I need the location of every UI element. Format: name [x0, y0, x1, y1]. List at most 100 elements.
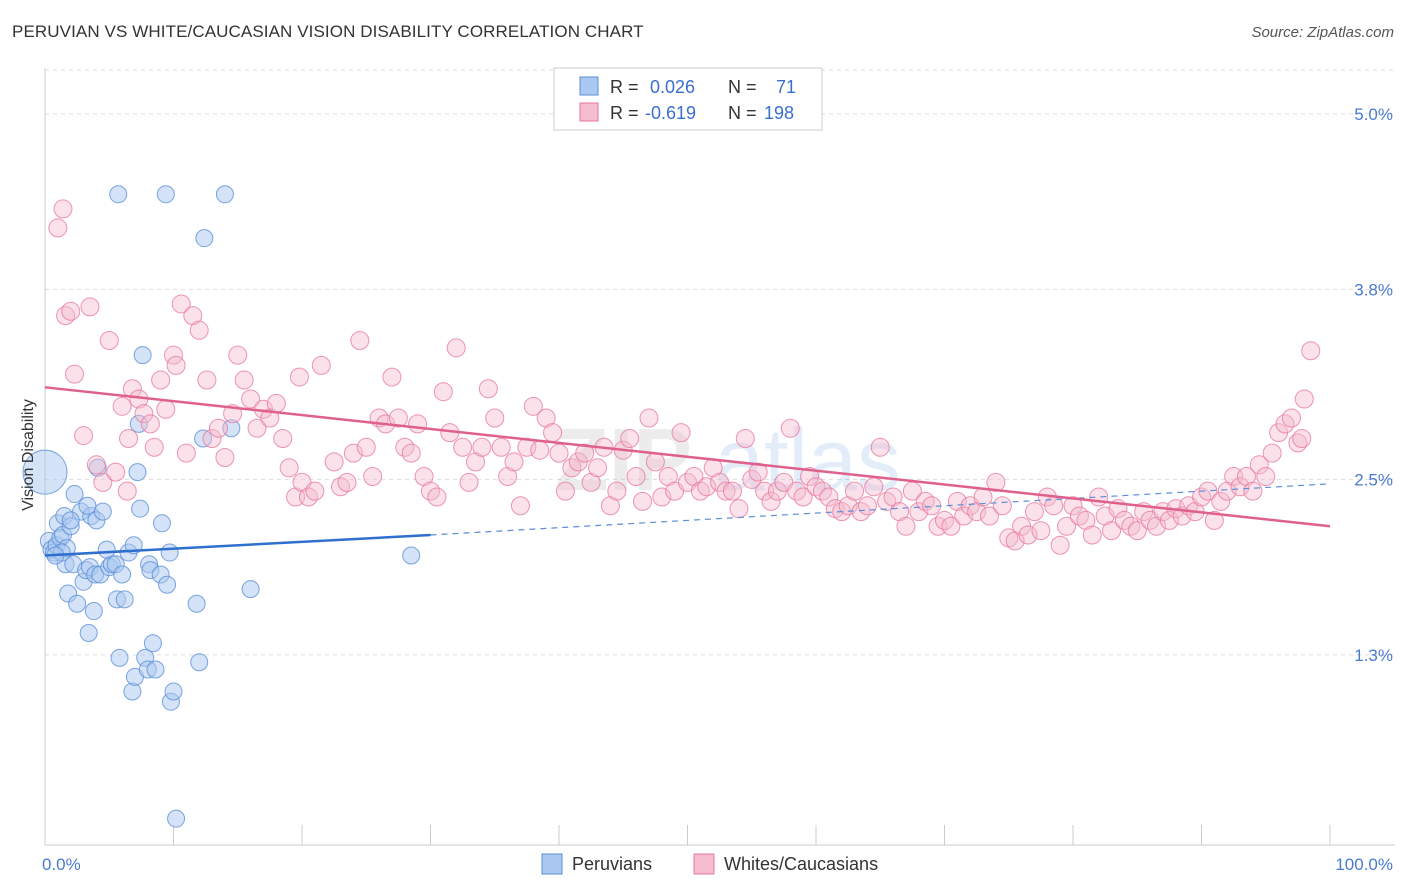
whites-point: [343, 443, 363, 463]
whites-point: [780, 418, 800, 438]
legend-r-value-2: -0.619: [645, 103, 696, 123]
whites-point: [954, 506, 974, 526]
whites-point: [1243, 481, 1263, 501]
whites-point: [337, 472, 357, 492]
whites-point: [1281, 408, 1301, 428]
whites-point: [478, 379, 498, 399]
whites-point: [1211, 491, 1231, 511]
whites-point: [1024, 502, 1044, 522]
whites-point: [202, 428, 222, 448]
peruvians-point: [115, 590, 134, 609]
x-tick-label-1: 100.0%: [1335, 855, 1393, 874]
legend-n-label-1: N =: [728, 77, 757, 97]
legend-r-label-2: R =: [610, 103, 639, 123]
whites-point: [144, 437, 164, 457]
whites-point: [671, 423, 691, 443]
peruvians-point: [160, 543, 179, 562]
whites-point: [1249, 455, 1269, 475]
peruvians-point: [79, 623, 98, 642]
whites-point: [408, 414, 428, 434]
whites-point: [134, 404, 154, 424]
whites-point: [485, 408, 505, 428]
peruvians-point: [187, 594, 206, 613]
peruvians-point: [156, 185, 175, 204]
bottom-legend-swatch-blue: [541, 853, 563, 875]
whites-point: [472, 437, 492, 457]
whites-point: [543, 423, 563, 443]
whites-point: [65, 364, 85, 384]
whites-point: [228, 345, 248, 365]
whites-point: [1031, 521, 1051, 541]
peruvians-point: [222, 419, 241, 438]
peruvians-point: [65, 485, 84, 504]
whites-point: [305, 481, 325, 501]
whites-point: [722, 481, 742, 501]
whites-point: [800, 467, 820, 487]
whites-point: [117, 481, 137, 501]
whites-point: [652, 487, 672, 507]
whites-point: [1256, 467, 1276, 487]
peruvians-point: [129, 414, 148, 433]
peruvians-point: [402, 546, 421, 565]
whites-point: [504, 452, 524, 472]
whites-point: [151, 370, 171, 390]
whites-point: [427, 487, 447, 507]
peruvians-point: [146, 660, 165, 679]
whites-point: [189, 320, 209, 340]
peruvians-point: [195, 229, 214, 248]
whites-point: [523, 396, 543, 416]
legend-n-label-2: N =: [728, 103, 757, 123]
whites-point: [607, 481, 627, 501]
whites-point: [549, 443, 569, 463]
whites-trend-line: [44, 386, 1331, 528]
whites-point: [1057, 516, 1077, 536]
whites-point: [992, 496, 1012, 516]
whites-point: [74, 426, 94, 446]
whites-point: [1159, 510, 1179, 530]
whites-point: [247, 418, 267, 438]
whites-point: [1018, 525, 1038, 545]
whites-point: [119, 428, 139, 448]
tick-labels: 1.3% 2.5% 3.8% 5.0% 0.0% 100.0%: [42, 105, 1393, 874]
whites-point: [1050, 535, 1070, 555]
y-tick-label-0: 1.3%: [1354, 646, 1393, 665]
whites-point: [112, 396, 132, 416]
whites-point: [289, 367, 309, 387]
peruvians-point: [97, 540, 116, 559]
whites-point: [453, 437, 473, 457]
whites-points: [48, 199, 1321, 555]
whites-point: [1127, 521, 1147, 541]
peruvians-point: [143, 634, 162, 653]
peruvians-point: [109, 185, 128, 204]
whites-point: [241, 389, 261, 409]
legend-box: R = 0.026 N = 71 R = -0.619 N = 198: [553, 67, 823, 131]
whites-point: [819, 487, 839, 507]
whites-point: [896, 516, 916, 536]
peruvians-point: [128, 463, 147, 482]
whites-point: [742, 469, 762, 489]
whites-point: [215, 448, 235, 467]
whites-point: [166, 355, 186, 375]
peruvians-point: [131, 499, 150, 518]
whites-point: [1082, 525, 1102, 545]
whites-point: [870, 437, 890, 457]
whites-point: [620, 428, 640, 448]
whites-point: [1294, 389, 1314, 409]
whites-point: [197, 370, 217, 390]
whites-point: [626, 467, 646, 487]
whites-point: [1262, 443, 1282, 463]
whites-point: [857, 496, 877, 516]
peruvians-point: [123, 682, 142, 701]
chart-title: PERUVIAN VS WHITE/CAUCASIAN VISION DISAB…: [12, 22, 644, 41]
whites-point: [433, 382, 453, 402]
peruvians-trend-extension: [430, 483, 1331, 536]
bottom-legend-peruvians: Peruvians: [572, 854, 652, 874]
bottom-legend: Peruvians Whites/Caucasians: [541, 853, 878, 875]
peruvians-point: [68, 594, 87, 613]
peruvians-point: [167, 809, 186, 828]
whites-point: [716, 481, 736, 501]
trend-lines: [44, 386, 1331, 557]
peruvians-point: [190, 653, 209, 672]
whites-point: [1198, 481, 1218, 501]
y-tick-label-3: 5.0%: [1354, 105, 1393, 124]
